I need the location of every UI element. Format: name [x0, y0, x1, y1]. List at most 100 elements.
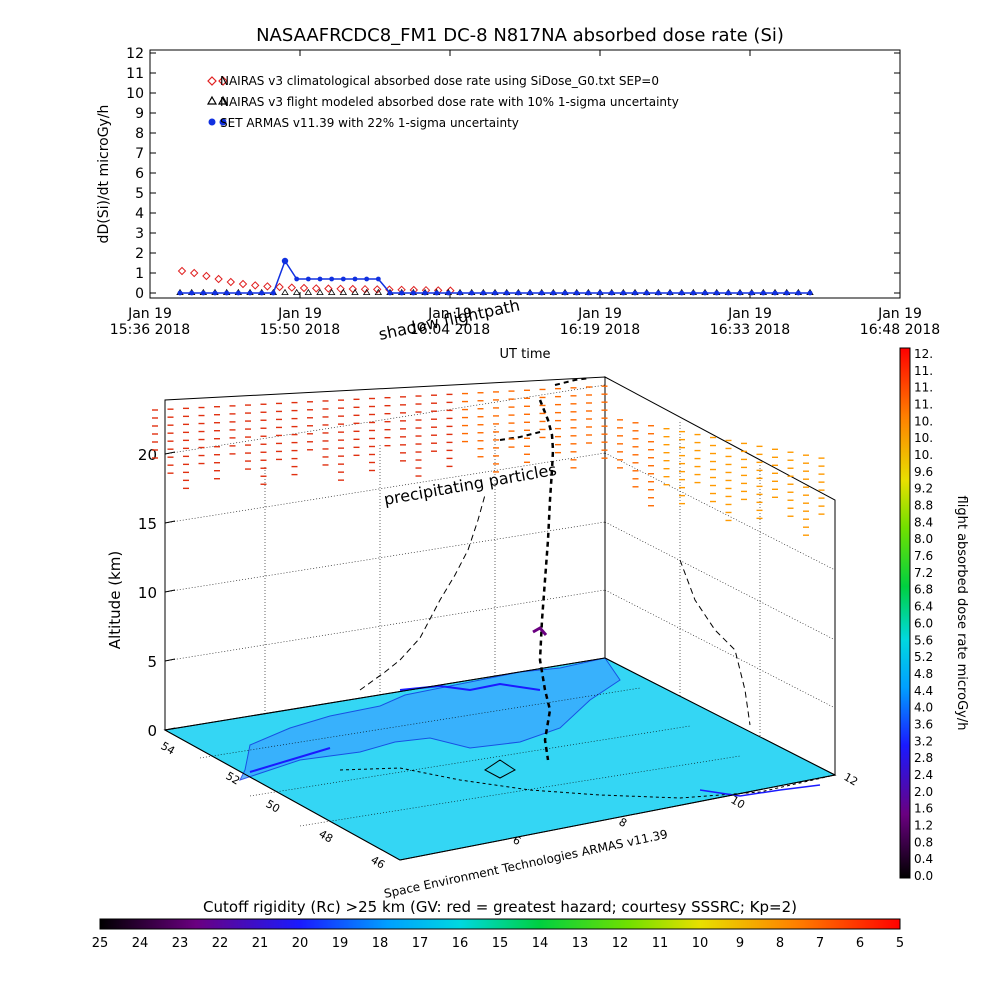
cutoff-rigidity-colorbar-tick-label: 21: [252, 936, 269, 951]
gridline: [604, 521, 836, 641]
dose-rate-colorbar-tick-label: 2.4: [914, 768, 933, 782]
modeled-dose-point: [281, 288, 289, 296]
departure-marker: [484, 759, 516, 779]
gridline: [164, 452, 606, 524]
dose-rate-colorbar-tick-label: 4.4: [914, 684, 933, 698]
armas-dose-point: [515, 290, 521, 296]
armas-dose-point: [795, 290, 801, 296]
top-x-tick-label: 15:50 2018: [260, 322, 340, 338]
dose-rate-colorbar-tick-label: 6.0: [914, 616, 933, 630]
top-x-tick-label: 16:33 2018: [710, 322, 790, 338]
top-x-tick-label: 15:36 2018: [110, 322, 190, 338]
dose-rate-colorbar-tick-label: 0.8: [914, 835, 933, 849]
top-y-tick-label: 3: [135, 226, 144, 242]
climatological-dose-point: [324, 284, 333, 293]
dose-rate-colorbar-tick-label: 1.6: [914, 802, 933, 816]
lake-outline: [699, 784, 821, 797]
top-x-axis-label: UT time: [500, 347, 551, 362]
armas-dose-point: [725, 290, 731, 296]
armas-dose-point: [305, 276, 311, 282]
armas-dose-point: [200, 290, 206, 296]
flight-track-segment: [499, 431, 541, 441]
lon-axis-line: [399, 774, 836, 861]
top-y-tick-label: 4: [135, 206, 144, 222]
longitude-tick-label: 12: [842, 770, 861, 788]
armas-dose-point: [527, 290, 533, 296]
armas-dose-point: [585, 290, 591, 296]
cutoff-rigidity-colorbar-ticks: 25 24 23 22 21 20 19 18 17 16 15 14 13 12 11 10 9 8 7 6 5: [92, 936, 904, 951]
dose-rate-colorbar-tick-label: 6.8: [914, 583, 933, 597]
armas-dose-point: [690, 290, 696, 296]
armas-dose-point: [562, 290, 568, 296]
legend-entry: SET ARMAS v11.39 with 22% 1-sigma uncert…: [220, 116, 519, 130]
modeled-dose-point: [316, 288, 324, 296]
legend-marker-dot: [208, 118, 216, 126]
armas-dose-point: [177, 290, 183, 296]
cutoff-rigidity-colorbar-tick-label: 5: [896, 936, 904, 951]
climatological-dose-point: [202, 271, 211, 281]
top-y-tick-label: 11: [126, 66, 144, 82]
climatological-dose-point: [177, 266, 187, 276]
dose-rate-colorbar-tick-label: 3.6: [914, 717, 933, 731]
legend-entry: NAIRAS v3 flight modeled absorbed dose r…: [220, 95, 679, 109]
dose-rate-colorbar: 12. 11. 11. 11. 10. 10. 10. 9.6 9.2 8.8 8.4 8.0 7.6 7…: [899, 347, 969, 883]
top-x-tick-label: Jan 19: [727, 306, 772, 322]
dose-rate-colorbar-tick-label: 4.0: [914, 701, 933, 715]
latitude-tick-label: 46: [369, 853, 388, 871]
top-x-tick-label: Jan 19: [127, 306, 172, 322]
top-y-tick-label: 10: [126, 86, 144, 102]
dose-rate-colorbar-tick-label: 11.: [914, 364, 933, 378]
armas-dose-point: [714, 290, 720, 296]
armas-dose-point: [189, 290, 195, 296]
dose-rate-colorbar-tick-label: 9.2: [914, 482, 933, 496]
cutoff-rigidity-colorbar-tick-label: 8: [776, 936, 784, 951]
cutoff-rigidity-colorbar-tick-label: 13: [572, 936, 589, 951]
cutoff-rigidity-colorbar-tick-label: 10: [692, 936, 709, 951]
armas-dose-point: [574, 290, 580, 296]
armas-dose-point: [224, 290, 230, 296]
cutoff-rigidity-colorbar-tick-label: 20: [292, 936, 309, 951]
modeled-dose-point: [351, 288, 359, 296]
armas-dose-point: [749, 290, 755, 296]
cutoff-rigidity-colorbar-tick-label: 7: [816, 936, 824, 951]
dose-rate-colorbar-tick-label: 2.8: [914, 751, 933, 765]
dose-rate-colorbar-tick-label: 0.4: [914, 852, 933, 866]
armas-dose-point: [539, 290, 545, 296]
cutoff-rigidity-colorbar: Cutoff rigidity (Rc) >25 km (GV: red = g…: [92, 898, 904, 951]
modeled-dose-point: [339, 288, 348, 296]
armas-dose-point: [235, 290, 241, 296]
climatological-dose-point: [311, 284, 321, 293]
modeled-dose-point: [304, 288, 313, 296]
latitude-tick-label: 48: [317, 827, 336, 845]
top-x-tick-label: 16:48 2018: [860, 322, 940, 338]
altitude-axis-label: Altitude (km): [106, 551, 124, 649]
cutoff-rigidity-colorbar-tick-label: 24: [132, 936, 149, 951]
armas-dose-point: [667, 290, 673, 296]
altitude-tick-label: 20: [138, 446, 157, 464]
armas-dose-point: [737, 290, 743, 296]
legend-entry: NAIRAS v3 climatological absorbed dose r…: [220, 74, 659, 88]
modeled-dose-point: [374, 288, 383, 296]
dose-rate-colorbar-tick-label: 12.: [914, 347, 933, 361]
armas-dose-point: [329, 276, 335, 282]
armas-dose-point: [469, 290, 475, 296]
box-gridlines: [164, 384, 836, 827]
top-x-tick-label: Jan 19: [877, 306, 922, 322]
cutoff-rigidity-colorbar-gradient: [99, 918, 901, 930]
gridline: [249, 725, 691, 797]
climatological-dose-point: [238, 279, 248, 289]
modeled-dose-point: [327, 288, 336, 296]
cutoff-rigidity-colorbar-tick-label: 19: [332, 936, 349, 951]
climatological-dose-point: [250, 281, 260, 290]
armas-dose-point: [772, 290, 778, 296]
gridline: [299, 755, 741, 827]
climatological-dose-point: [348, 284, 358, 294]
latitude-axis: 54 52 50 48 46: [159, 739, 388, 871]
top-x-tick-label: Jan 19: [277, 306, 322, 322]
dose-rate-colorbar-tick-label: 8.8: [914, 499, 933, 513]
dose-rate-colorbar-tick-label: 4.8: [914, 667, 933, 681]
